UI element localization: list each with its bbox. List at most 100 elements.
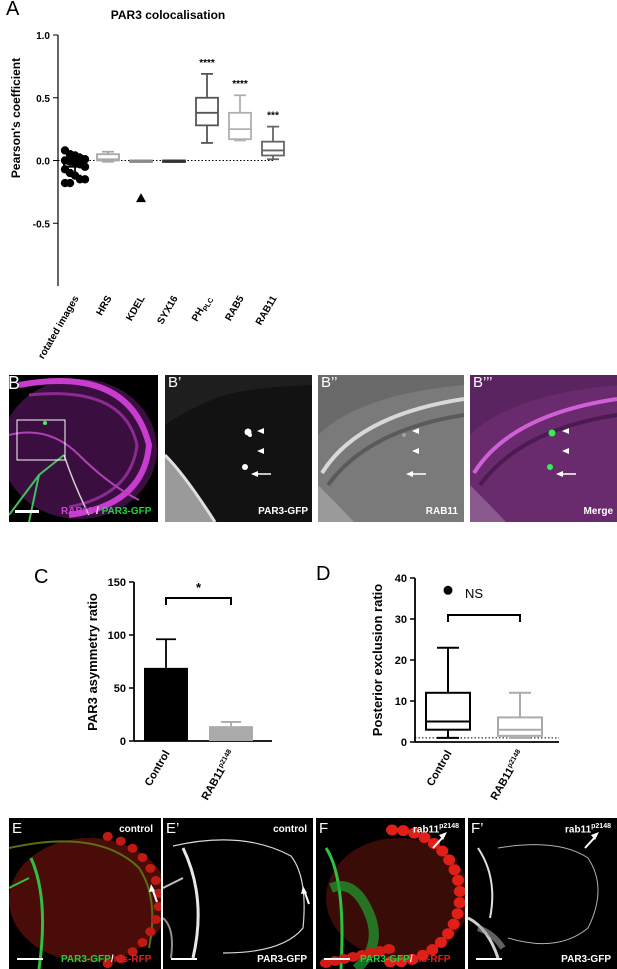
nucleus [145,863,156,873]
f1-genotype-caption: rab11p2148 [565,823,611,835]
chart-a-title: PAR3 colocalisation [111,8,225,22]
nucleus [150,915,161,925]
nucleus [365,948,377,958]
rab11-allele: p2148 [591,823,611,830]
merge-zoom-image [470,375,617,522]
y-tick-label: 10 [395,696,407,708]
gfp-caption: PAR3-GFP [61,954,111,965]
panel-e1-label: E’ [166,820,180,837]
nucleus [386,824,399,836]
rfp-caption: nls-RFP [412,954,451,965]
micrograph-b2-rab11: B’’ RAB11 [318,375,464,522]
asymmetry-bar-chart: PAR3 asymmetry ratio 150 100 50 0 * Control… [85,577,272,802]
bar-control [144,638,188,741]
y-tick-label: 0 [120,736,126,748]
colocalisation-box-plot: PAR3 colocalisation Pearson's coefficien… [9,8,285,361]
f1-channel-caption: PAR3-GFP [561,954,611,965]
e-channel-caption: PAR3-GFP/nls-RFP [61,954,151,965]
box-iqr [195,96,219,127]
nucleus [447,918,460,930]
box-control [425,585,471,739]
significance-label: **** [199,58,215,69]
nucleus [115,836,126,846]
micrograph-b-merge: RAB11 / PAR3-GFP [9,375,158,522]
micrograph-e1-control-gray: E’ control PAR3-GFP [163,818,313,969]
y-tick-label: -0.5 [33,219,51,230]
panel-d-label: D [316,563,331,585]
x-tick-label: RAB11p2148 [200,748,238,802]
nucleus [127,843,138,853]
nucleus [451,908,464,920]
nucleus [150,875,161,885]
caption-separator: / [93,506,102,517]
rab11-mutant-par3-gray-image [468,818,617,969]
e1-channel-caption: PAR3-GFP [257,954,307,965]
nucleus [127,947,138,957]
micrograph-e-control: E control PAR3-GFP/nls-RFP [9,818,161,969]
box-rab5 [228,94,252,142]
x-tick-label: RAB11 [254,294,280,328]
data-point [80,175,90,184]
nucleus [453,885,465,897]
panel-a-label: A [6,0,20,20]
box-kdel [129,159,153,203]
nucleus [453,897,465,909]
nucleus [448,864,461,876]
y-tick-label: 0.0 [36,157,50,168]
box-rab11 [261,125,285,161]
nucleus [426,944,439,956]
x-tick-label: Control [425,749,455,789]
box-phplc [195,73,219,144]
bar [209,726,253,741]
box-iqr [261,140,285,157]
box-hrs [96,150,120,163]
nucleus [137,938,148,948]
micrograph-f1-rab11-gray: F’ rab11p2148 PAR3-GFP [468,818,617,969]
panel-c-label: C [34,566,49,588]
significance-label: * [196,580,202,595]
significance-label: *** [267,111,279,122]
y-tick-label: 50 [114,683,126,695]
control-par3-gray-image [163,818,313,969]
box-iqr [425,691,471,731]
outlier-point [443,585,453,595]
micrograph-b3-merge: B’’’ Merge [470,375,617,522]
nucleus [406,953,419,965]
rab11-genotype: rab11 [413,824,440,836]
data-point [65,178,75,188]
caption-separator: / [110,954,114,965]
y-tick-label: 0 [401,737,407,749]
nucleus [397,825,410,837]
box-iqr [497,716,543,737]
x-tick-label: HRS [95,294,115,318]
nucleus [418,831,431,843]
panel-b2-label: B’’ [321,375,338,391]
x-tick-superscript: p2148 [217,748,233,769]
y-tick-label: 1.0 [36,31,50,42]
nucleus [442,928,455,940]
nucleus [115,954,126,964]
bar [144,667,188,741]
panel-f1-label: F’ [471,820,484,837]
nucleus [137,852,148,862]
nucleus [452,874,465,886]
nucleus [102,831,113,841]
micrograph-f-rab11: F rab11p2148 PAR3-GFP/nls-RFP [316,818,465,969]
rab11-allele: p2148 [439,823,459,830]
box-iqr [228,111,252,141]
data-point [80,162,90,171]
b1-caption: PAR3-GFP [258,506,308,517]
rab11-zoom-image [318,375,464,522]
outlier-marker [136,193,146,203]
nucleus [374,946,386,956]
significance-label: **** [232,79,248,90]
chart-a-ylabel: Pearson's coefficient [9,58,23,178]
y-tick-label: 100 [108,630,126,642]
posterior-exclusion-box-plot: Posterior exclusion ratio 40 30 20 10 0 NS C… [370,573,559,802]
nucleus [434,936,447,948]
panel-b1-label: B’ [168,375,182,391]
panel-f-label: F [319,820,329,837]
caption-separator: / [409,954,413,965]
gfp-caption: PAR3-GFP [360,954,410,965]
chart-c-ylabel: PAR3 asymmetry ratio [85,593,100,731]
